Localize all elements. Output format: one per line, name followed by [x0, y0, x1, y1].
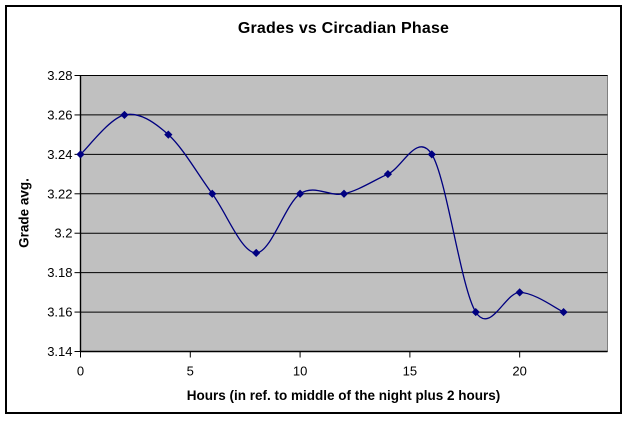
data-point-marker	[383, 169, 393, 179]
data-point-marker	[120, 110, 129, 120]
data-point-marker	[339, 189, 349, 198]
data-point-marker	[559, 307, 568, 317]
y-tick-label: 3.2	[54, 226, 72, 241]
y-tick-label: 3.28	[47, 68, 72, 83]
data-point-marker	[295, 189, 305, 198]
x-axis-title: Hours (in ref. to middle of the night pl…	[186, 388, 501, 403]
plot-background	[80, 75, 608, 352]
x-tick-label: 5	[187, 364, 194, 379]
data-point-marker	[427, 150, 436, 159]
chart-title: Grades vs Circadian Phase	[237, 20, 450, 37]
y-tick-label: 3.26	[47, 107, 72, 122]
data-point-marker	[471, 307, 480, 317]
x-tick-label: 20	[512, 364, 526, 379]
y-tick-label: 3.22	[47, 186, 72, 201]
y-tick-label: 3.16	[47, 305, 72, 320]
y-tick-label: 3.14	[47, 344, 72, 359]
y-tick-label: 3.24	[47, 147, 72, 162]
data-point-marker	[76, 150, 85, 159]
data-point-marker	[164, 130, 173, 139]
x-tick-label: 10	[293, 364, 307, 379]
x-tick-label: 15	[403, 364, 417, 379]
data-point-marker	[515, 288, 524, 297]
data-point-marker	[252, 248, 261, 258]
data-point-marker	[208, 189, 217, 198]
x-tick-label: 0	[77, 364, 84, 379]
y-tick-label: 3.18	[47, 265, 72, 280]
chart-frame: Grades vs Circadian Phase Grade avg. Hou…	[5, 5, 622, 414]
